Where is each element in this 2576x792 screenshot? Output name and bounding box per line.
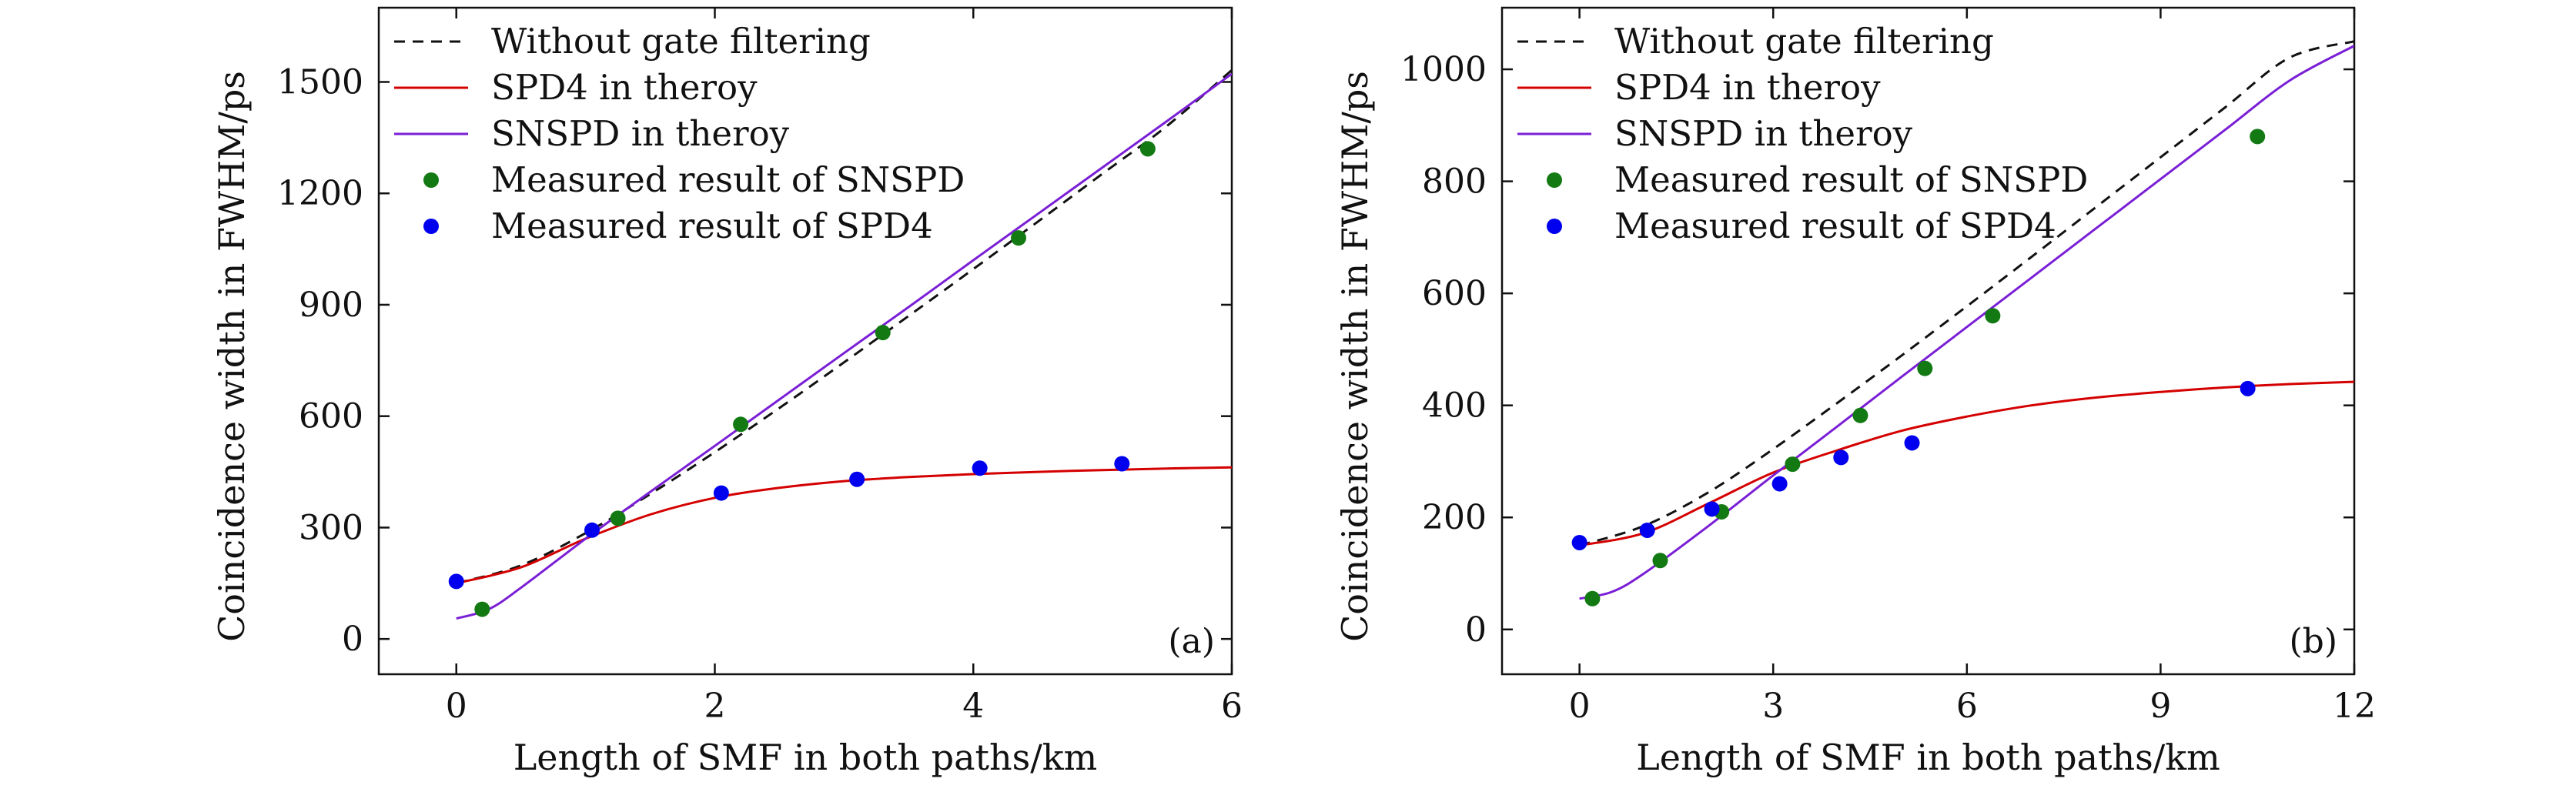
axes-frame [1500, 6, 2356, 676]
y-tick-label: 1000 [1400, 50, 1487, 89]
data-point-spd4-measured [1833, 449, 1849, 466]
series-line-snspd-theory [1579, 45, 2354, 600]
data-point-snspd-measured [1917, 360, 1933, 376]
legend-entry: Measured result of SNSPD [1614, 159, 2088, 200]
legend-entry: SPD4 in theroy [1614, 67, 1881, 108]
y-axis-label: Coincidence width in FWHM/ps [1334, 71, 1376, 642]
data-point-snspd-measured [2250, 129, 2266, 145]
y-tick-label: 600 [299, 397, 363, 436]
data-point-snspd-measured [1785, 456, 1801, 473]
y-tick-label: 0 [1465, 610, 1487, 650]
legend-entry: Without gate filtering [491, 21, 871, 62]
x-tick-label: 9 [2149, 687, 2171, 726]
x-tick-label: 12 [2333, 687, 2376, 726]
data-point-spd4-measured [713, 485, 729, 501]
axes-frame [377, 6, 1233, 676]
legend-entry: SNSPD in theroy [1614, 113, 1913, 154]
y-tick-label: 300 [299, 508, 363, 547]
y-tick-label: 0 [342, 620, 363, 659]
legend-swatch-marker [1547, 219, 1562, 234]
legend-swatch-marker [423, 219, 439, 234]
panel-a: 0 2 4 6 0 300 600 900 1200 1500 Length of SMF in b… [211, 6, 1243, 778]
x-axis-label: Length of SMF in both paths/km [514, 737, 1097, 778]
y-tick-label: 600 [1422, 274, 1487, 313]
data-point-snspd-measured [610, 510, 626, 526]
data-point-snspd-measured [1652, 553, 1668, 569]
legend-swatch-marker [423, 172, 439, 188]
x-tick-label: 0 [1569, 687, 1591, 726]
y-tick-label: 200 [1422, 498, 1487, 537]
x-tick-label: 2 [704, 687, 725, 726]
y-axis-label: Coincidence width in FWHM/ps [211, 71, 253, 642]
series-line-without-gate [1579, 40, 2354, 547]
data-point-spd4-measured [584, 522, 600, 538]
plot-area [448, 69, 1232, 620]
data-point-snspd-measured [474, 601, 490, 617]
legend-entry: Without gate filtering [1614, 21, 1994, 62]
x-tick-label: 3 [1762, 687, 1784, 726]
x-tick-label: 0 [446, 687, 467, 726]
y-tick-label: 400 [1422, 386, 1487, 426]
data-point-spd4-measured [1114, 456, 1130, 472]
y-tick-label: 1200 [277, 174, 363, 213]
series-line-spd4-theory [456, 466, 1232, 585]
panel-b: 0 3 6 9 12 0 200 400 600 800 1000 Length of SMF in … [1334, 6, 2376, 778]
data-point-snspd-measured [1011, 230, 1026, 246]
series-line-snspd-theory [456, 72, 1232, 620]
data-point-snspd-measured [1584, 590, 1601, 607]
legend-entry: Measured result of SPD4 [1614, 206, 2056, 246]
y-tick-label: 800 [1422, 162, 1487, 202]
data-point-snspd-measured [733, 416, 749, 433]
legend-entry: SPD4 in theroy [491, 67, 758, 108]
y-tick-label: 900 [299, 286, 363, 325]
data-point-spd4-measured [2240, 380, 2256, 396]
data-point-spd4-measured [1704, 501, 1720, 517]
series-line-spd4-theory [1579, 380, 2354, 547]
data-point-spd4-measured [1639, 522, 1655, 538]
legend-entry: Measured result of SNSPD [491, 159, 965, 200]
legend-swatch-marker [1547, 172, 1562, 188]
data-point-snspd-measured [1852, 407, 1868, 423]
data-point-snspd-measured [875, 325, 891, 341]
legend-entry: Measured result of SPD4 [491, 206, 933, 246]
x-tick-label: 4 [962, 687, 984, 726]
legend: Without gate filtering SPD4 in theroy SNSP… [394, 21, 965, 246]
plot-area [1571, 40, 2354, 607]
panel-label: (a) [1168, 622, 1215, 661]
data-point-spd4-measured [1571, 534, 1587, 550]
panel-label: (b) [2290, 622, 2338, 661]
data-point-spd4-measured [1771, 476, 1788, 492]
data-point-snspd-measured [1985, 308, 2001, 324]
legend-entry: SNSPD in theroy [491, 113, 790, 154]
x-tick-label: 6 [1956, 687, 1978, 726]
series-line-without-gate [456, 69, 1232, 585]
data-point-spd4-measured [448, 573, 464, 590]
x-tick-label: 6 [1221, 687, 1243, 726]
data-point-snspd-measured [1139, 141, 1156, 157]
x-axis-label: Length of SMF in both paths/km [1636, 737, 2220, 778]
data-point-spd4-measured [849, 471, 865, 487]
data-point-spd4-measured [1904, 435, 1920, 451]
data-point-spd4-measured [972, 460, 988, 476]
y-tick-label: 1500 [277, 62, 363, 102]
legend: Without gate filtering SPD4 in theroy SNSP… [1517, 21, 2088, 246]
